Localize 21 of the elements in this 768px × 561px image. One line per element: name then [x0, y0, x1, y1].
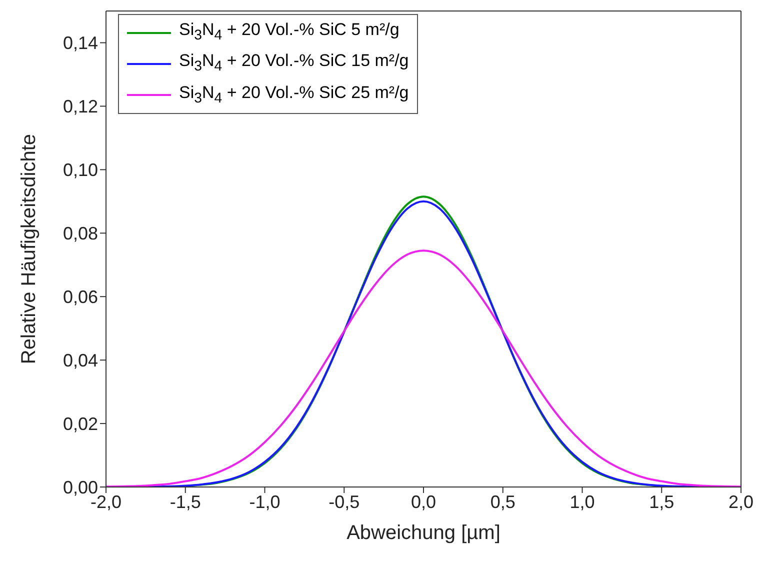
x-axis-title: Abweichung [µm] [346, 522, 500, 544]
x-tick-label: 0,5 [490, 492, 516, 512]
x-tick-label: -1,5 [170, 492, 201, 512]
y-tick-label: 0,04 [62, 350, 98, 370]
y-tick-label: 0,14 [62, 33, 98, 54]
x-tick-label: 1,0 [570, 492, 595, 512]
legend-label: Si$_{3}$N$_{4}$ + 20 Vol.-% SiC 5 m²/g [179, 19, 400, 46]
y-tick-label: 0,00 [62, 477, 98, 498]
x-tick-label: 0,0 [410, 492, 436, 512]
y-tick-label: 0,06 [62, 286, 98, 307]
legend-label: Si$_{3}$N$_{4}$ + 20 Vol.-% SiC 15 m²/g [179, 50, 409, 77]
legend-label: Si$_{3}$N$_{4}$ + 20 Vol.-% SiC 25 m²/g [179, 82, 409, 108]
x-tick-label: -1,0 [249, 492, 280, 512]
y-tick-label: 0,02 [62, 414, 98, 434]
x-tick-label: -0,5 [328, 492, 360, 512]
y-tick-label: 0,10 [62, 160, 98, 180]
y-tick-label: 0,08 [62, 224, 98, 244]
y-tick-label: 0,12 [62, 96, 98, 117]
y-axis-title: Relative Häufigkeitsdichte [18, 134, 40, 364]
x-tick-label: 1,5 [649, 492, 674, 512]
x-tick-label: 2,0 [728, 492, 754, 512]
